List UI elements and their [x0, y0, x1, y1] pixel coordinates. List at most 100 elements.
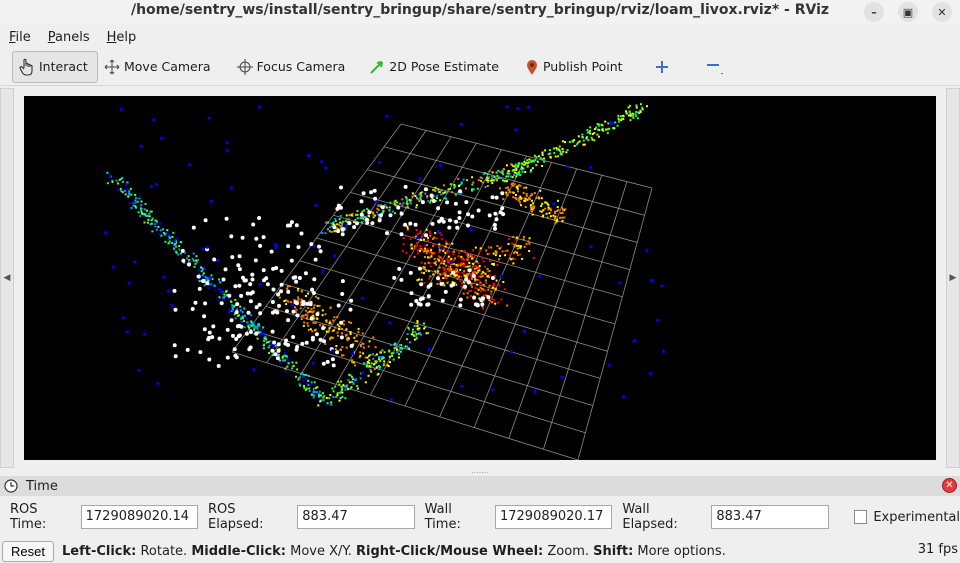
interact-tool-button[interactable]: Interact — [12, 51, 98, 83]
focus-camera-tool-button[interactable]: Focus Camera — [231, 52, 352, 82]
cloud-point — [145, 203, 147, 205]
experimental-checkbox[interactable] — [854, 510, 868, 524]
cloud-point — [360, 217, 362, 219]
cloud-point — [437, 230, 440, 233]
cloud-point — [151, 219, 153, 221]
cloud-point — [309, 311, 311, 313]
cloud-point — [193, 260, 195, 262]
cloud-point — [306, 318, 308, 320]
cloud-point — [258, 325, 260, 327]
cloud-point — [445, 265, 447, 267]
feature-point — [244, 278, 248, 282]
cloud-point — [458, 185, 460, 187]
cloud-point — [476, 267, 478, 269]
wall-elapsed-field[interactable]: 883.47 — [711, 505, 828, 529]
cloud-point — [597, 129, 599, 131]
cloud-point — [257, 338, 259, 340]
feature-point — [335, 350, 339, 354]
panel-splitter[interactable]: ....... — [0, 468, 960, 476]
cloud-point — [540, 205, 542, 207]
cloud-point — [204, 284, 206, 286]
cloud-point — [328, 330, 330, 332]
cloud-point — [429, 275, 431, 277]
cloud-point — [640, 111, 642, 113]
cloud-point — [334, 327, 336, 329]
cloud-point — [544, 149, 546, 151]
feature-point — [470, 215, 474, 219]
feature-point — [298, 276, 302, 280]
cloud-point — [519, 247, 521, 249]
cloud-point — [407, 228, 409, 230]
hint-middle-click-key: Middle-Click: — [191, 544, 286, 559]
cloud-point — [461, 286, 463, 288]
close-icon[interactable]: ✕ — [932, 2, 952, 22]
cloud-point — [107, 182, 109, 184]
cloud-point — [416, 337, 418, 339]
feature-point — [379, 213, 383, 217]
feature-point — [355, 221, 359, 225]
close-panel-icon[interactable]: ✕ — [942, 478, 957, 493]
feature-point — [262, 235, 266, 239]
cloud-point — [458, 271, 460, 273]
reset-button[interactable]: Reset — [2, 541, 54, 562]
cloud-point — [355, 214, 357, 216]
left-dock-toggle[interactable]: ◀ — [0, 88, 14, 468]
move-camera-tool-button[interactable]: Move Camera — [98, 52, 217, 82]
cloud-point — [424, 256, 426, 258]
cloud-point — [322, 324, 324, 326]
cloud-point — [372, 336, 374, 338]
feature-point — [218, 337, 222, 341]
menu-help[interactable]: Help — [98, 30, 145, 45]
cloud-point — [386, 207, 388, 209]
cloud-point — [124, 190, 126, 192]
cloud-point — [563, 216, 565, 218]
3d-viewport[interactable] — [24, 96, 936, 460]
ros-elapsed-field[interactable]: 883.47 — [297, 505, 414, 529]
feature-point — [385, 231, 389, 235]
cloud-point — [393, 359, 395, 361]
add-tool-button[interactable] — [649, 52, 675, 82]
publish-point-tool-button[interactable]: Publish Point — [519, 52, 629, 82]
feature-point — [322, 339, 326, 343]
cloud-point — [499, 187, 501, 189]
cloud-point — [335, 396, 337, 398]
cloud-point — [392, 211, 394, 213]
cloud-point — [443, 269, 445, 271]
cloud-point — [463, 179, 465, 181]
cloud-point — [433, 237, 435, 239]
pose-estimate-tool-button[interactable]: 2D Pose Estimate — [363, 52, 505, 82]
cloud-point — [372, 212, 374, 214]
cloud-point — [367, 357, 369, 359]
cloud-point — [317, 297, 319, 299]
feature-point — [448, 218, 452, 222]
cloud-point — [297, 290, 299, 292]
cloud-point — [466, 254, 468, 256]
cloud-point — [378, 356, 380, 358]
ros-time-field[interactable]: 1729089020.14 — [81, 505, 198, 529]
cloud-point — [437, 270, 439, 272]
cloud-point — [337, 381, 339, 383]
cloud-point — [472, 249, 474, 251]
feature-point — [337, 204, 341, 208]
cloud-point — [565, 151, 567, 153]
green-arrow-icon — [369, 59, 385, 75]
feature-point — [192, 226, 196, 230]
cloud-point — [472, 272, 474, 274]
maximize-icon[interactable]: ▣ — [898, 2, 918, 22]
cloud-point — [478, 279, 480, 281]
cloud-point — [263, 344, 265, 346]
cloud-point — [514, 172, 516, 174]
cloud-point — [498, 258, 500, 260]
menu-panels[interactable]: Panels — [39, 30, 98, 45]
minimize-icon[interactable]: – — [864, 2, 884, 22]
feature-point — [367, 210, 371, 214]
cloud-point — [461, 272, 463, 274]
menu-file[interactable]: File — [0, 30, 39, 45]
feature-point — [337, 304, 341, 308]
right-dock-toggle[interactable]: ▶ — [946, 88, 960, 468]
cloud-point — [349, 214, 351, 216]
remove-tool-button[interactable] — [699, 52, 731, 82]
wall-time-field[interactable]: 1729089020.17 — [495, 505, 612, 529]
cloud-point — [550, 215, 552, 217]
cloud-point — [464, 275, 466, 277]
